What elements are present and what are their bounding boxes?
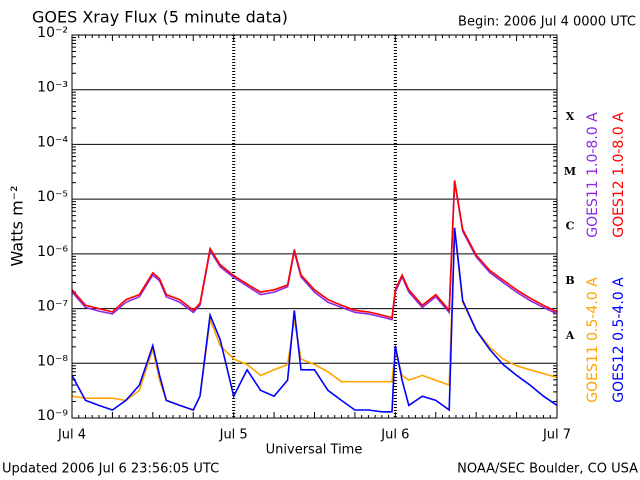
legend-entry: GOES11 0.5-4.0 A bbox=[585, 277, 601, 403]
legend-entry: GOES12 1.0-8.0 A bbox=[611, 112, 627, 238]
y-tick-label: 10⁻³ bbox=[37, 80, 68, 96]
y-tick-label: 10⁻⁶ bbox=[37, 244, 68, 260]
series-line bbox=[72, 181, 557, 321]
y-tick-label: 10⁻⁷ bbox=[37, 299, 68, 315]
footer-right: NOAA/SEC Boulder, CO USA bbox=[457, 462, 638, 477]
legend-entry: GOES11 1.0-8.0 A bbox=[585, 112, 601, 238]
x-tick-label: Jul 6 bbox=[380, 428, 409, 443]
x-tick-label: Jul 5 bbox=[219, 428, 248, 443]
y-tick-label: 10⁻² bbox=[37, 25, 68, 41]
flare-class-label: X bbox=[566, 110, 575, 123]
flare-class-label: A bbox=[565, 329, 575, 342]
footer-left: Updated 2006 Jul 6 23:56:05 UTC bbox=[2, 462, 219, 477]
flare-class-label: C bbox=[566, 220, 575, 233]
series-line bbox=[72, 227, 557, 413]
legend-entry: GOES12 0.5-4.0 A bbox=[611, 277, 627, 403]
y-tick-label: 10⁻⁵ bbox=[37, 189, 68, 205]
series-line bbox=[72, 180, 557, 319]
x-tick-label: Jul 4 bbox=[57, 428, 86, 443]
y-axis-label: Watts m⁻² bbox=[8, 185, 27, 266]
x-axis-label: Universal Time bbox=[266, 443, 363, 458]
x-tick-label: Jul 7 bbox=[542, 428, 571, 443]
y-tick-label: 10⁻⁹ bbox=[37, 408, 68, 424]
subtitle: Begin: 2006 Jul 4 0000 UTC bbox=[458, 15, 636, 30]
y-tick-label: 10⁻⁸ bbox=[37, 353, 68, 369]
plot-frame bbox=[71, 34, 558, 419]
flare-class-label: B bbox=[565, 274, 574, 287]
chart-title: GOES Xray Flux (5 minute data) bbox=[32, 8, 288, 27]
y-tick-label: 10⁻⁴ bbox=[37, 134, 68, 150]
flare-class-label: M bbox=[564, 165, 576, 178]
